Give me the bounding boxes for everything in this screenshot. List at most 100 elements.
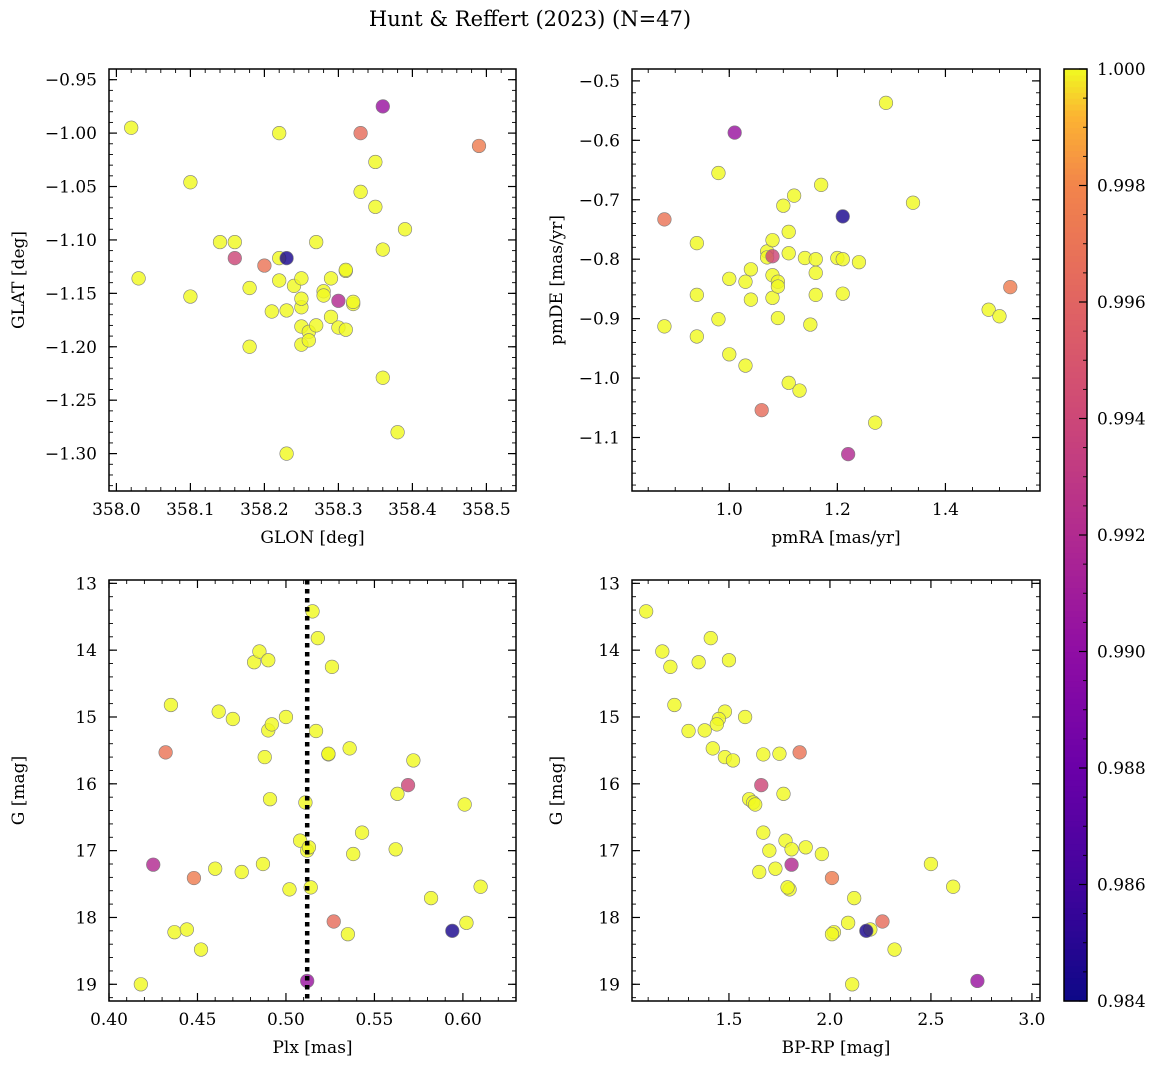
data-point (406, 753, 421, 768)
colorbar-band (1064, 371, 1087, 379)
data-point (262, 792, 278, 807)
colorbar-band (1064, 529, 1087, 536)
colorbar-band (1064, 826, 1087, 833)
colorbar-tick-label: 0.988 (1097, 759, 1146, 779)
y-tick-label: −0.7 (579, 191, 620, 211)
colorbar-band (1064, 360, 1087, 367)
data-point (781, 246, 796, 261)
colorbar-band (1064, 500, 1087, 507)
data-point (657, 212, 672, 227)
y-tick-label: 14 (598, 641, 620, 661)
colorbar-band (1064, 243, 1087, 251)
colorbar-band (1064, 430, 1087, 437)
data-point (781, 224, 796, 239)
data-point (667, 697, 682, 713)
colorbar-band (1064, 768, 1087, 775)
data-point (743, 292, 758, 307)
data-point (388, 842, 403, 857)
colorbar-band (1064, 121, 1087, 128)
colorbar-band (1064, 86, 1087, 93)
colorbar-band (1064, 470, 1087, 478)
colorbar-band (1064, 837, 1087, 845)
y-tick-label: −1.1 (579, 429, 620, 449)
colorbar-band (1064, 721, 1087, 728)
colorbar-band (1064, 814, 1087, 822)
x-tick-label: 1.5 (715, 1010, 742, 1030)
colorbar-band (1064, 849, 1087, 856)
colorbar-band (1064, 284, 1087, 291)
data-point (331, 293, 346, 308)
colorbar-band (1064, 348, 1087, 356)
data-point (158, 745, 173, 760)
colorbar-band (1064, 459, 1087, 466)
colorbar-band (1064, 581, 1087, 589)
y-axis-label: GLAT [deg] (9, 231, 29, 329)
data-point (234, 864, 249, 880)
data-point (946, 879, 961, 894)
y-tick-label: −1.25 (45, 391, 97, 411)
data-point (752, 864, 767, 880)
data-point (279, 303, 294, 318)
colorbar-band (1064, 412, 1087, 420)
colorbar-band (1064, 779, 1087, 787)
x-tick-label: 2.5 (917, 1010, 944, 1030)
data-point (923, 856, 939, 872)
colorbar-band (1064, 447, 1087, 455)
data-point (803, 317, 818, 332)
data-point (655, 644, 670, 659)
data-point (770, 310, 786, 326)
data-point (342, 741, 357, 756)
data-point (824, 870, 840, 886)
colorbar-band (1064, 342, 1087, 350)
data-point (303, 880, 318, 895)
colorbar-band (1064, 756, 1087, 763)
data-point (762, 843, 777, 858)
colorbar-band (1064, 482, 1087, 489)
data-point (340, 927, 355, 942)
data-point (792, 745, 807, 760)
data-point (131, 271, 146, 286)
colorbar-band (1064, 267, 1087, 274)
colorbar-band (1064, 115, 1087, 123)
colorbar-band (1064, 797, 1087, 804)
x-tick-label: 358.4 (388, 500, 437, 520)
x-tick-label: 358.0 (92, 500, 141, 520)
data-point (375, 370, 390, 385)
minor-ticks (632, 68, 1040, 491)
data-point (981, 302, 996, 317)
colorbar-band (1064, 907, 1087, 915)
colorbar-band (1064, 896, 1087, 903)
colorbar-band (1064, 564, 1087, 571)
colorbar-band (1064, 936, 1087, 944)
colorbar-band (1064, 488, 1087, 495)
data-point (776, 786, 791, 801)
data-point (183, 175, 198, 190)
colorbar-band (1064, 773, 1087, 781)
data-point (756, 747, 771, 762)
colorbar-band (1064, 878, 1087, 886)
y-tick-label: 15 (598, 708, 620, 728)
colorbar-band (1064, 954, 1087, 961)
colorbar-band (1064, 820, 1087, 827)
colorbar-band (1064, 302, 1087, 309)
colorbar-band (1064, 535, 1087, 542)
data-point (282, 882, 297, 897)
y-tick-label: −0.9 (579, 310, 620, 330)
y-tick-label: 18 (75, 908, 97, 928)
x-tick-label: 1.0 (716, 500, 743, 520)
data-point (255, 856, 271, 872)
x-axis-label: Plx [mas] (272, 1038, 352, 1058)
colorbar-band (1064, 639, 1087, 647)
data-point (765, 249, 780, 264)
data-point (835, 286, 850, 301)
colorbar-band (1064, 80, 1087, 88)
colorbar-band (1064, 226, 1087, 233)
colorbar-band (1064, 989, 1087, 996)
colorbar-band (1064, 168, 1087, 175)
data-point (167, 925, 182, 940)
colorbar-band (1064, 698, 1087, 705)
x-tick-label: 358.2 (240, 500, 289, 520)
colorbar-band (1064, 331, 1087, 338)
y-tick-label: 17 (598, 842, 620, 862)
